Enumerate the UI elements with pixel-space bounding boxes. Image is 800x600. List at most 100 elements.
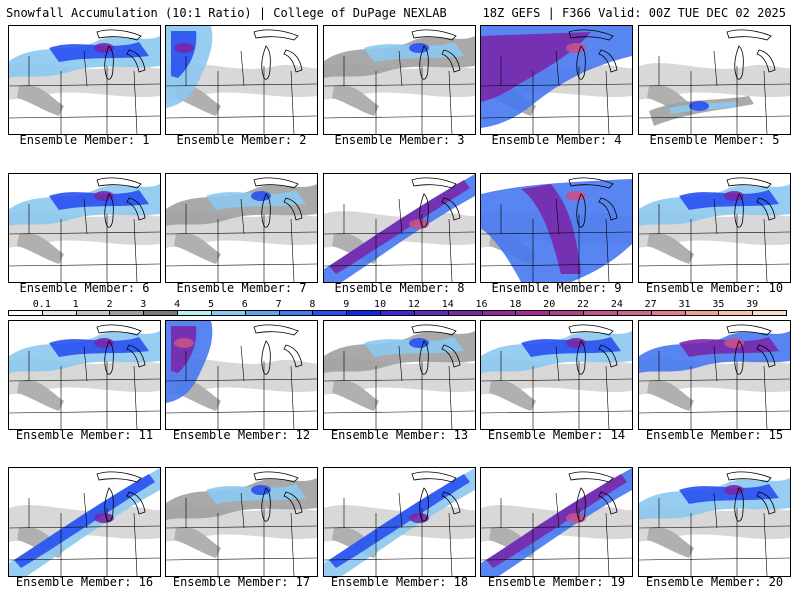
ensemble-member-label: Ensemble Member: 5: [649, 133, 780, 147]
legend-swatch: [752, 310, 787, 316]
ensemble-member-label: Ensemble Member: 13: [330, 428, 469, 442]
snowfall-map: [639, 471, 790, 576]
state-border: [398, 50, 403, 87]
legend-swatch: [346, 310, 382, 316]
snow-band-inner: [521, 184, 581, 274]
state-border: [605, 512, 610, 576]
legend-tick-label: 2: [106, 299, 113, 310]
lake-michigan-outline: [104, 193, 114, 228]
light-snow-area: [489, 380, 536, 411]
ensemble-member-map: [8, 173, 161, 283]
lake-huron-outline: [598, 491, 618, 515]
state-border: [398, 492, 403, 529]
light-snow-area: [332, 380, 379, 411]
lake-michigan-outline: [734, 193, 744, 228]
lake-superior-outline: [568, 29, 614, 41]
legend-tick-label: 14: [441, 299, 454, 310]
lake-michigan-outline: [419, 193, 429, 228]
legend-tick-label: 5: [207, 299, 214, 310]
snowfall-map: [9, 177, 160, 282]
legend-swatch: [312, 310, 348, 316]
lake-huron-outline: [126, 344, 146, 368]
state-border: [133, 218, 138, 282]
snowfall-map: [166, 471, 317, 576]
ensemble-member-label: Ensemble Member: 20: [645, 575, 784, 589]
legend-tick-label: 22: [577, 299, 590, 310]
state-border: [240, 50, 245, 87]
state-border: [83, 345, 88, 382]
snow-band-core: [566, 513, 586, 523]
ensemble-member-label: Ensemble Member: 19: [487, 575, 626, 589]
legend-tick-label: 10: [374, 299, 387, 310]
snow-band-inner: [481, 32, 591, 102]
legend-swatch: [481, 310, 517, 316]
legend-swatch: [143, 310, 179, 316]
light-snow-area: [17, 85, 64, 116]
state-border: [166, 263, 317, 267]
ensemble-member-label: Ensemble Member: 18: [330, 575, 469, 589]
ensemble-member-map: [165, 320, 318, 430]
ensemble-member-label: Ensemble Member: 2: [176, 133, 307, 147]
ensemble-member-map: [638, 320, 791, 430]
snow-band-inner: [329, 180, 470, 274]
state-border: [763, 512, 768, 576]
state-border: [605, 218, 610, 282]
state-border: [324, 263, 475, 267]
legend-tick-label: 3: [140, 299, 147, 310]
lake-superior-outline: [726, 324, 772, 336]
lake-huron-outline: [283, 491, 303, 515]
legend-tick-label: 31: [678, 299, 691, 310]
legend-tick-label: 12: [407, 299, 420, 310]
state-border: [290, 70, 295, 134]
state-border: [555, 345, 560, 382]
snow-band-inner: [486, 474, 627, 568]
lake-huron-outline: [441, 197, 461, 221]
lake-superior-outline: [253, 177, 299, 189]
ensemble-member-label: Ensemble Member: 6: [19, 281, 150, 295]
state-border: [713, 345, 718, 382]
ensemble-member-map: [323, 467, 476, 577]
legend-tick-label: 4: [174, 299, 181, 310]
snowfall-map: [639, 29, 790, 134]
ensemble-member-map: [165, 173, 318, 283]
lake-michigan-outline: [576, 45, 586, 80]
lake-huron-outline: [126, 197, 146, 221]
lake-huron-outline: [283, 344, 303, 368]
ensemble-member-label: Ensemble Member: 17: [172, 575, 311, 589]
lake-michigan-outline: [419, 487, 429, 522]
lake-huron-outline: [283, 197, 303, 221]
state-border: [240, 198, 245, 235]
snowfall-map: [324, 324, 475, 429]
lake-michigan-outline: [419, 45, 429, 80]
state-border: [9, 263, 160, 267]
snowfall-map: [481, 26, 632, 134]
lake-michigan-outline: [576, 487, 586, 522]
state-border: [83, 50, 88, 87]
legend-tick-label: 20: [543, 299, 556, 310]
lake-superior-outline: [726, 29, 772, 41]
legend-swatch: [447, 310, 483, 316]
legend-swatch: [549, 310, 585, 316]
ensemble-member-label: Ensemble Member: 12: [172, 428, 311, 442]
legend-swatch: [75, 310, 111, 316]
state-border: [639, 263, 790, 267]
state-border: [763, 218, 768, 282]
snow-band-inner: [171, 31, 197, 78]
snowfall-map: [9, 468, 160, 576]
legend-swatch: [380, 310, 415, 316]
legend-tick-label: 7: [275, 299, 282, 310]
lake-superior-outline: [253, 471, 299, 483]
state-border: [9, 557, 160, 561]
snow-band-core: [94, 513, 114, 523]
legend-swatch: [278, 310, 314, 316]
legend-swatch: [583, 310, 618, 316]
legend-tick-label: 39: [746, 299, 759, 310]
legend-tick-label: 35: [712, 299, 725, 310]
snow-band-core: [409, 219, 429, 229]
state-border: [448, 70, 453, 134]
legend-swatch: [718, 310, 754, 316]
ensemble-member-label: Ensemble Member: 16: [15, 575, 154, 589]
lake-superior-outline: [411, 29, 457, 41]
lake-superior-outline: [96, 29, 142, 41]
legend-swatch: [177, 310, 212, 316]
